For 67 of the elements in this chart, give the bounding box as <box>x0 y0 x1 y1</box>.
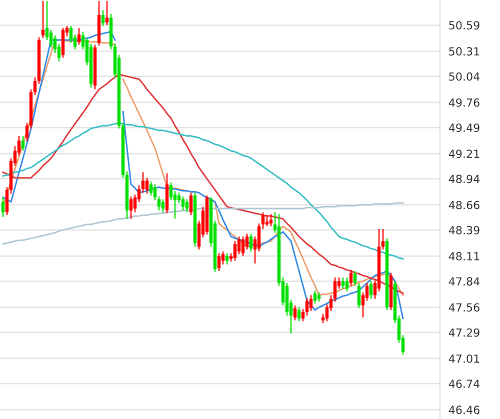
y-tick-label: 48.94 <box>448 174 480 184</box>
y-tick-label: 50.31 <box>449 47 480 56</box>
candlestick <box>105 0 109 26</box>
y-tick-label: 46.46 <box>448 406 480 414</box>
candlestick <box>349 269 353 286</box>
y-tick-label: 46.74 <box>448 380 480 388</box>
y-tick-label: 50.59 <box>449 21 480 30</box>
y-tick-label: 47.84 <box>448 277 480 286</box>
candlestick <box>297 306 301 322</box>
y-tick-label: 48.11 <box>448 252 480 260</box>
line-series <box>2 122 404 260</box>
candlestick <box>249 233 253 252</box>
candlestick <box>25 122 29 142</box>
y-tick-label: 47.56 <box>448 303 480 312</box>
y-tick-label: 49.49 <box>448 124 480 132</box>
candlestick <box>317 292 321 302</box>
candlestick <box>237 236 241 255</box>
y-tick-label: 48.39 <box>448 226 480 234</box>
candlestick <box>49 29 53 48</box>
y-tick-label: 50.04 <box>449 72 480 81</box>
candlestick <box>293 304 297 321</box>
candlestick <box>305 297 309 316</box>
candlestick <box>365 282 369 302</box>
candlestick <box>1 196 5 218</box>
candlestick <box>141 172 145 194</box>
candlestick <box>189 192 193 216</box>
candlestick <box>245 233 249 250</box>
candlestick <box>45 0 49 41</box>
y-tick-label: 47.29 <box>448 328 480 337</box>
candlestick <box>77 27 81 46</box>
candlestick <box>345 276 349 292</box>
candlestick <box>221 250 225 266</box>
candlestick <box>217 252 221 272</box>
candlestick <box>21 135 25 152</box>
y-tick-label: 48.66 <box>448 200 480 210</box>
candlestick <box>369 280 373 300</box>
candlestick <box>225 252 229 266</box>
candlestick <box>341 276 345 290</box>
candlestick <box>129 196 133 220</box>
candlestick <box>381 228 385 250</box>
candlestick <box>53 34 57 54</box>
candlestick <box>333 276 337 302</box>
candlestick <box>69 25 73 44</box>
candlestick <box>169 182 173 201</box>
candlestick <box>269 214 273 227</box>
y-tick-label: 47.01 <box>448 354 480 363</box>
candlestick <box>153 184 157 201</box>
candlestick <box>145 177 149 194</box>
candlestick <box>301 308 305 322</box>
candlestick <box>149 180 153 196</box>
y-tick-label: 49.21 <box>448 150 480 158</box>
candlestick <box>353 270 357 286</box>
candlestick <box>5 186 9 216</box>
candlestick <box>233 240 237 262</box>
candlestick <box>357 282 361 309</box>
candlestick <box>161 198 165 213</box>
candlestick <box>177 192 181 204</box>
candlestick <box>101 10 105 27</box>
y-tick-label: 49.76 <box>448 98 480 107</box>
candlestick <box>241 236 245 257</box>
candlestick <box>33 76 37 96</box>
candlestick <box>41 0 45 39</box>
candlestick <box>265 214 269 227</box>
candlestick <box>309 294 313 312</box>
candlestick <box>257 222 261 252</box>
candlestick <box>261 212 265 230</box>
candlestick <box>185 198 189 213</box>
